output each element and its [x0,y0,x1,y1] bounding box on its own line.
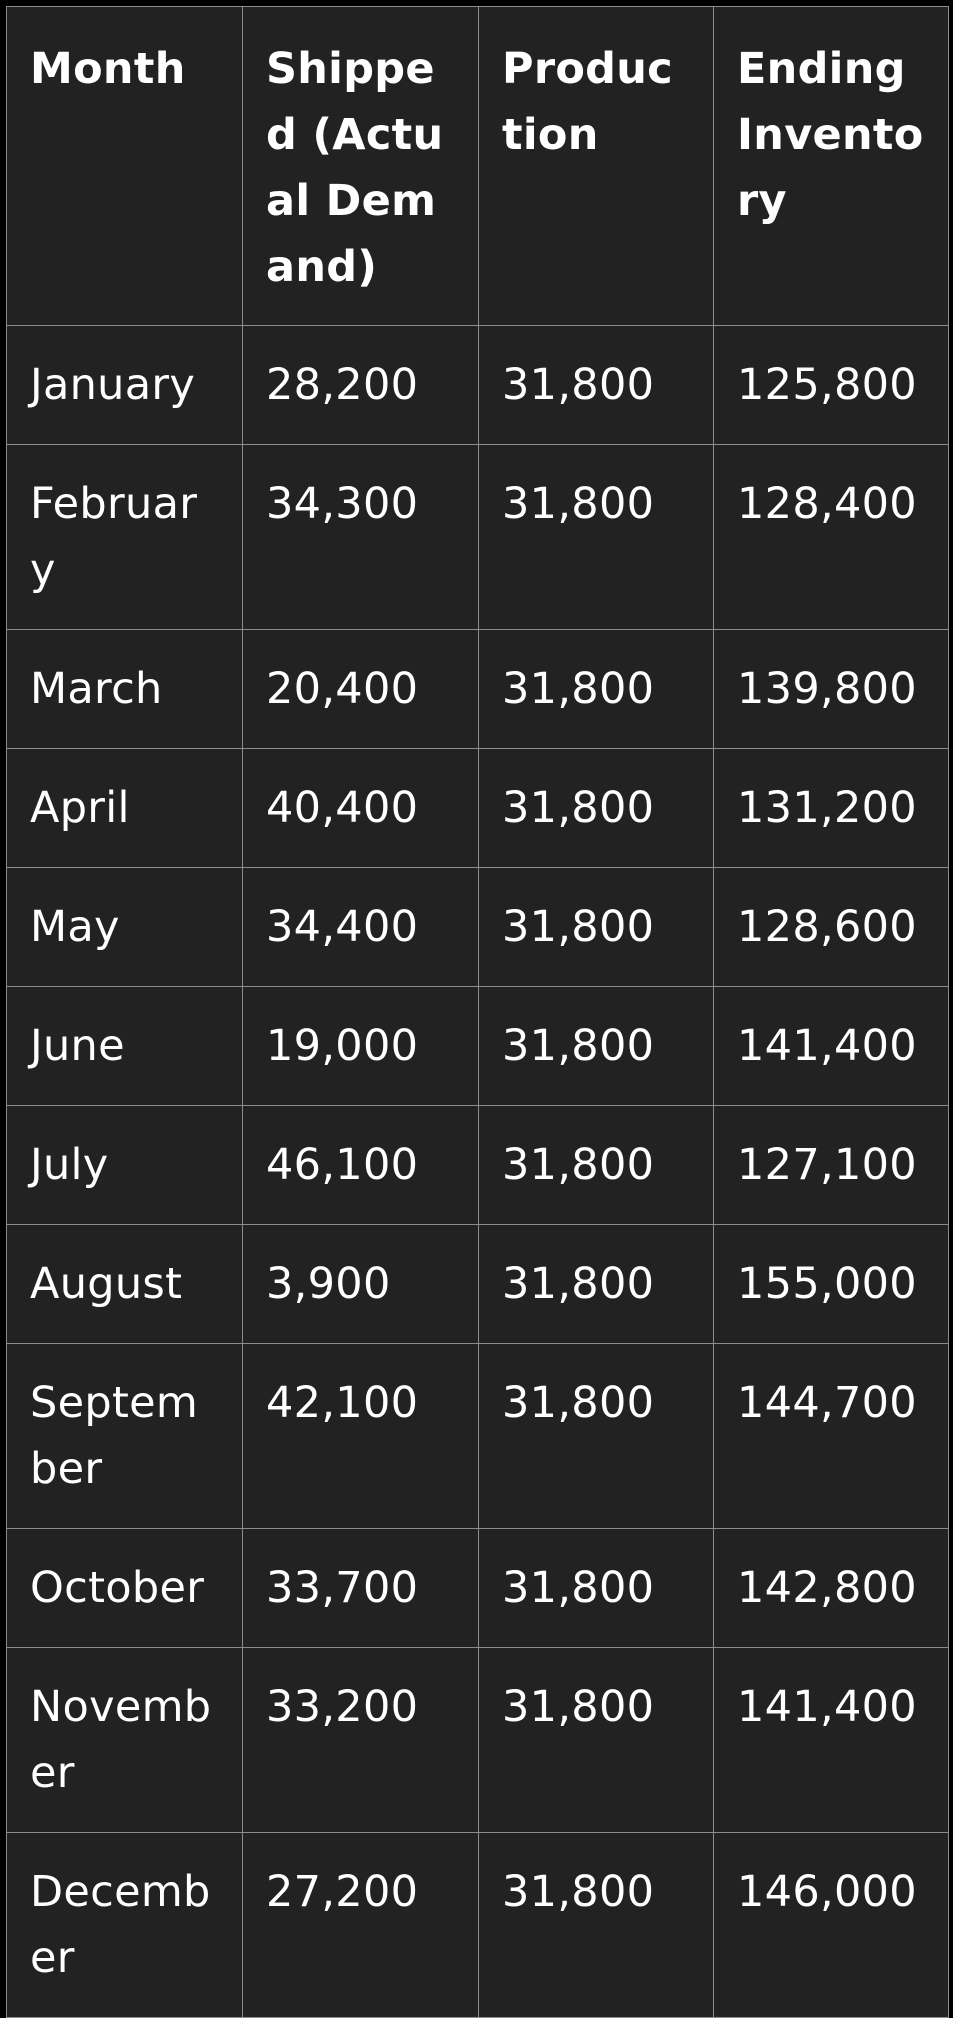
cell-shipped: 33,700 [242,1528,479,1648]
table-row: September 42,100 31,800 144,700 [6,1343,949,1529]
cell-shipped: 46,100 [242,1105,479,1225]
cell-production: 31,800 [478,867,714,987]
header-month: Month [6,6,243,326]
table-row: March 20,400 31,800 139,800 [6,629,949,749]
cell-shipped: 40,400 [242,748,479,868]
cell-ending-inventory: 142,800 [713,1528,949,1648]
cell-production: 31,800 [478,1647,714,1833]
cell-month: January [6,325,243,445]
cell-ending-inventory: 128,600 [713,867,949,987]
cell-ending-inventory: 139,800 [713,629,949,749]
table-row: October 33,700 31,800 142,800 [6,1528,949,1648]
cell-month: November [6,1647,243,1833]
table-row: April 40,400 31,800 131,200 [6,748,949,868]
header-production: Production [478,6,714,326]
cell-ending-inventory: 141,400 [713,986,949,1106]
cell-shipped: 34,300 [242,444,479,630]
cell-shipped: 20,400 [242,629,479,749]
table-row: May 34,400 31,800 128,600 [6,867,949,987]
header-row: Month Shipped (Actual Demand) Production… [6,6,949,326]
cell-production: 31,800 [478,986,714,1106]
table-row: January 28,200 31,800 125,800 [6,325,949,445]
table-row: February 34,300 31,800 128,400 [6,444,949,630]
cell-production: 31,800 [478,1224,714,1344]
cell-shipped: 19,000 [242,986,479,1106]
table-row: June 19,000 31,800 141,400 [6,986,949,1106]
cell-ending-inventory: 127,100 [713,1105,949,1225]
cell-shipped: 34,400 [242,867,479,987]
inventory-table: Month Shipped (Actual Demand) Production… [6,6,949,2018]
cell-production: 31,800 [478,629,714,749]
cell-ending-inventory: 131,200 [713,748,949,868]
header-ending-inventory: Ending Inventory [713,6,949,326]
cell-month: June [6,986,243,1106]
cell-ending-inventory: 125,800 [713,325,949,445]
cell-shipped: 3,900 [242,1224,479,1344]
cell-shipped: 42,100 [242,1343,479,1529]
cell-production: 31,800 [478,1528,714,1648]
table-row: December 27,200 31,800 146,000 [6,1832,949,2018]
table-row: November 33,200 31,800 141,400 [6,1647,949,1833]
cell-production: 31,800 [478,444,714,630]
cell-month: September [6,1343,243,1529]
header-shipped: Shipped (Actual Demand) [242,6,479,326]
cell-production: 31,800 [478,1343,714,1529]
cell-month: August [6,1224,243,1344]
cell-month: March [6,629,243,749]
table-container: Month Shipped (Actual Demand) Production… [6,6,949,2018]
cell-month: April [6,748,243,868]
cell-ending-inventory: 144,700 [713,1343,949,1529]
table-row: July 46,100 31,800 127,100 [6,1105,949,1225]
cell-ending-inventory: 128,400 [713,444,949,630]
cell-shipped: 27,200 [242,1832,479,2018]
cell-shipped: 28,200 [242,325,479,445]
cell-production: 31,800 [478,1105,714,1225]
cell-production: 31,800 [478,1832,714,2018]
cell-production: 31,800 [478,325,714,445]
cell-ending-inventory: 141,400 [713,1647,949,1833]
cell-month: July [6,1105,243,1225]
cell-month: February [6,444,243,630]
cell-ending-inventory: 146,000 [713,1832,949,2018]
table-row: August 3,900 31,800 155,000 [6,1224,949,1344]
cell-ending-inventory: 155,000 [713,1224,949,1344]
cell-month: December [6,1832,243,2018]
cell-shipped: 33,200 [242,1647,479,1833]
cell-production: 31,800 [478,748,714,868]
cell-month: October [6,1528,243,1648]
cell-month: May [6,867,243,987]
